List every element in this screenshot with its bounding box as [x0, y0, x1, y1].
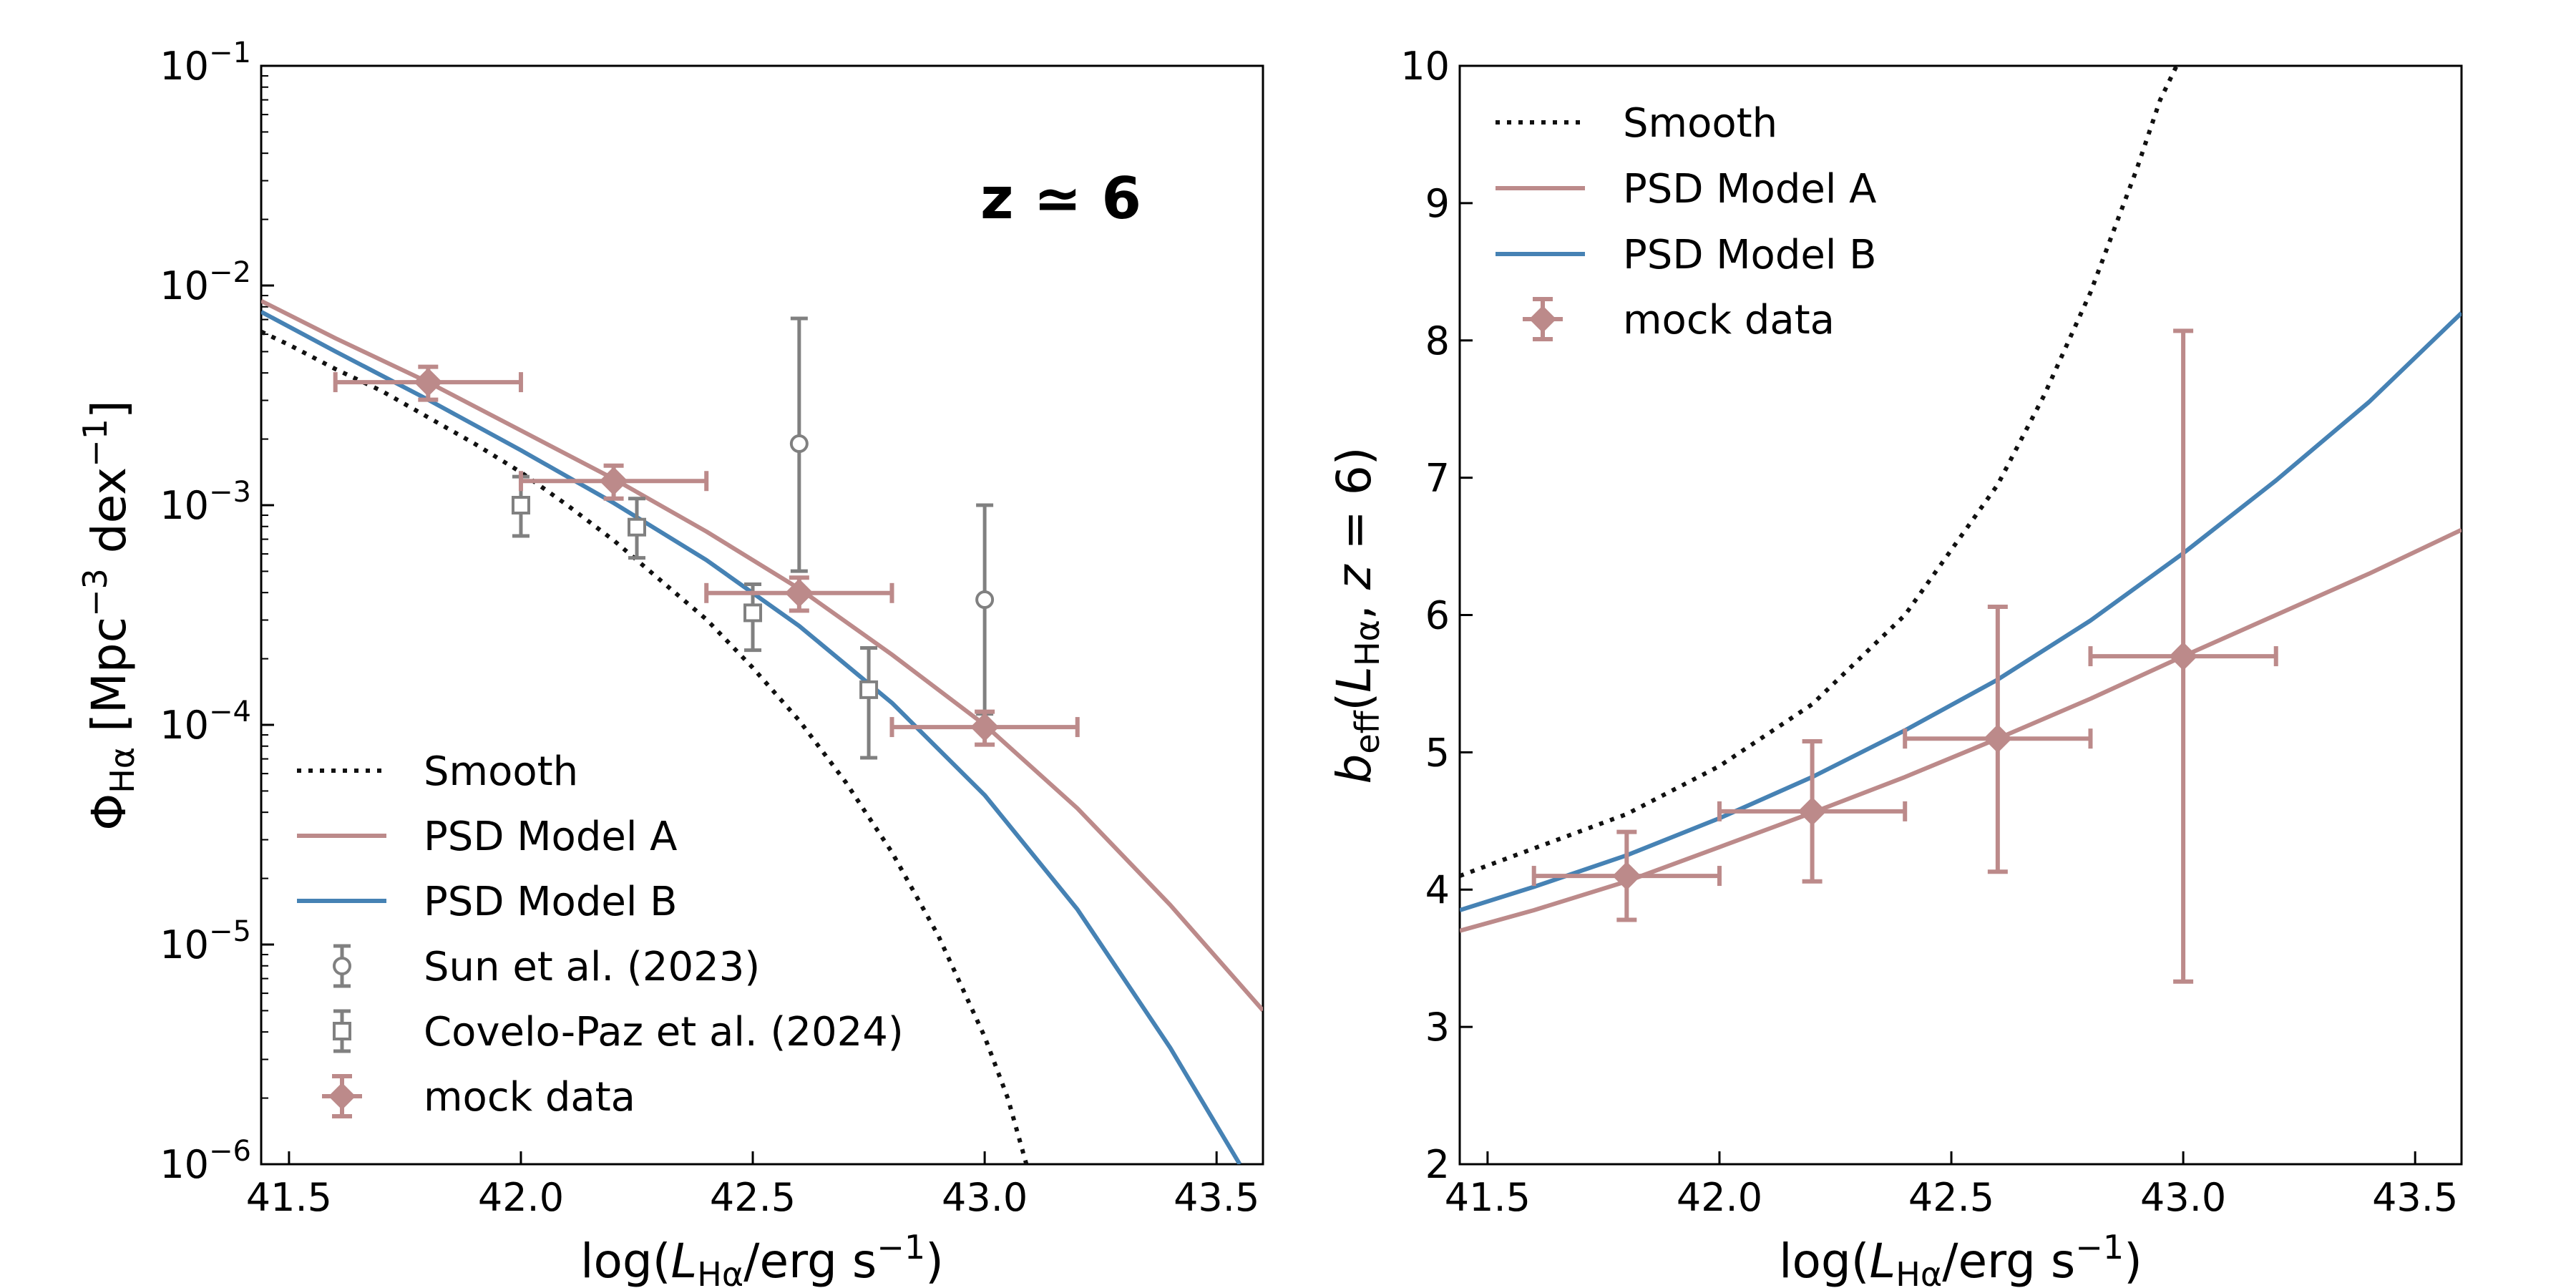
left-series-smooth	[261, 329, 1029, 1164]
legend-mock-label: mock data	[1623, 297, 1835, 343]
effective-bias-panel: 41.5 42.0 42.5 43.0 43.5 2 3 4 5 6 7 8 9 10 log(LHα/…	[1327, 44, 2463, 1288]
left-point-diamond	[704, 575, 894, 613]
right-x-tick-label: 43.0	[2140, 1175, 2226, 1220]
legend-covelo-label: Covelo-Paz et al. (2024)	[424, 1009, 904, 1055]
right-series-lines	[1460, 66, 2462, 933]
legend-mock-label: mock data	[424, 1074, 635, 1121]
left-x-tick-label: 43.5	[1174, 1175, 1259, 1220]
left-point-circle	[975, 503, 995, 716]
right-x-ticks: 41.5 42.0 42.5 43.0 43.5	[1445, 1151, 2458, 1220]
right-series-psd-model-a	[1460, 527, 2462, 933]
right-point-diamond	[2088, 328, 2278, 984]
right-y-axis-label: beff(LHα, z = 6)	[1327, 447, 1387, 784]
legend-model-a-label: PSD Model A	[424, 814, 677, 860]
left-y-tick-label: 10−6	[160, 1135, 251, 1187]
right-point-diamond	[1531, 829, 1722, 922]
right-y-tick-label: 7	[1425, 456, 1450, 501]
left-y-ticks: 10−6 10−5 10−4 10−3 10−2 10−1	[160, 36, 274, 1187]
left-y-tick-label: 10−1	[160, 36, 251, 89]
right-series-smooth	[1460, 66, 2180, 878]
legend-model-a-label: PSD Model A	[1623, 166, 1876, 213]
left-data-points	[333, 316, 1080, 760]
left-series-psd-model-a	[261, 298, 1263, 1013]
right-legend: Smooth PSD Model A PSD Model B mock data	[1496, 100, 1877, 343]
left-x-ticks: 41.5 42.0 42.5 43.0 43.5	[246, 1151, 1259, 1220]
luminosity-function-panel: 41.5 42.0 42.5 43.0 43.5 10−610−510−410−310−…	[76, 36, 1264, 1288]
left-point-diamond	[518, 463, 709, 501]
legend-model-b-label: PSD Model B	[424, 879, 678, 925]
left-x-tick-label: 41.5	[246, 1175, 332, 1220]
left-y-axis-label: ΦHα [Mpc−3 dex−1]	[76, 400, 142, 831]
left-point-diamond	[889, 709, 1080, 747]
left-y-tick-label: 10−2	[160, 256, 251, 308]
left-y-tick-label: 10−4	[160, 696, 251, 748]
left-x-tick-label: 42.5	[710, 1175, 796, 1220]
right-x-tick-label: 41.5	[1445, 1175, 1531, 1220]
legend-smooth-label: Smooth	[1623, 100, 1777, 147]
left-y-tick-label: 10−3	[160, 476, 251, 528]
right-y-tick-label: 2	[1425, 1142, 1450, 1187]
left-point-circle	[789, 316, 809, 573]
legend-smooth-label: Smooth	[424, 748, 578, 795]
right-x-tick-label: 42.5	[1908, 1175, 1994, 1220]
right-y-tick-label: 10	[1400, 44, 1450, 89]
left-plot-frame	[260, 64, 1264, 1166]
right-series-psd-model-b	[1460, 311, 2462, 912]
right-x-tick-label: 43.5	[2372, 1175, 2458, 1220]
left-point-square	[859, 646, 879, 760]
right-y-tick-label: 9	[1425, 181, 1450, 226]
redshift-annotation: z ≃ 6	[980, 165, 1141, 232]
right-y-tick-label: 3	[1425, 1005, 1450, 1050]
right-y-tick-label: 5	[1425, 730, 1450, 775]
legend-mock-swatch	[1523, 297, 1563, 341]
legend-sun-label: Sun et al. (2023)	[424, 944, 760, 990]
right-plot-frame	[1458, 64, 2463, 1166]
left-point-diamond	[333, 364, 523, 402]
right-x-tick-label: 42.0	[1677, 1175, 1762, 1220]
right-data-points	[1531, 328, 2278, 984]
legend-mock-swatch	[322, 1074, 362, 1118]
right-point-diamond	[1903, 604, 2093, 874]
right-x-axis-label: log(LHα/erg s−1)	[1779, 1228, 2142, 1288]
legend-sun-swatch	[333, 944, 351, 988]
left-x-tick-label: 43.0	[942, 1175, 1028, 1220]
right-y-ticks: 2 3 4 5 6 7 8 9 10	[1400, 44, 1473, 1187]
left-x-axis-label: log(LHα/erg s−1)	[580, 1228, 944, 1288]
legend-covelo-swatch	[333, 1009, 351, 1053]
right-y-tick-label: 4	[1425, 867, 1450, 912]
right-y-tick-label: 8	[1425, 318, 1450, 364]
left-x-tick-label: 42.0	[478, 1175, 564, 1220]
left-legend: Smooth PSD Model A PSD Model B Sun et al…	[297, 748, 904, 1121]
right-y-tick-label: 6	[1425, 593, 1450, 638]
left-point-square	[743, 582, 763, 653]
left-point-square	[628, 497, 646, 560]
left-y-tick-label: 10−5	[160, 915, 251, 967]
right-point-diamond	[1717, 739, 1908, 884]
legend-model-b-label: PSD Model B	[1623, 232, 1877, 278]
